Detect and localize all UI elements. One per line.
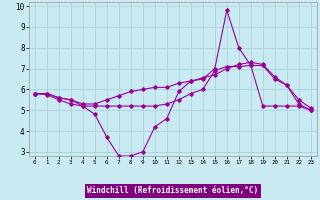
Text: Windchill (Refroidissement éolien,°C): Windchill (Refroidissement éolien,°C)	[87, 186, 258, 196]
